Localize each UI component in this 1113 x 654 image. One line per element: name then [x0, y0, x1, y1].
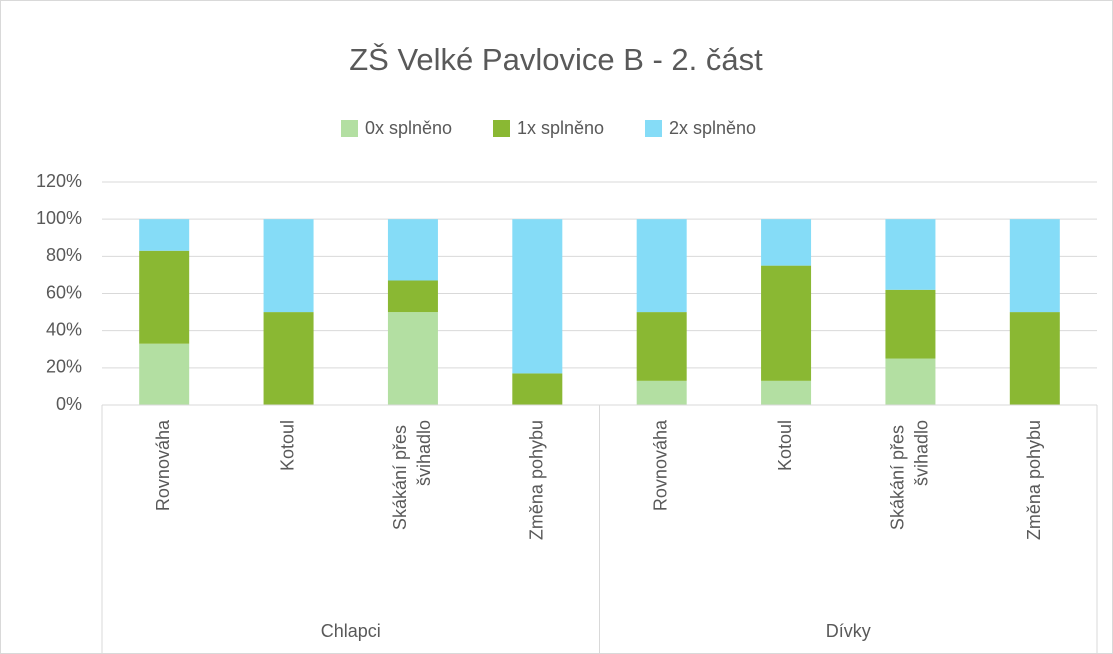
- x-tick-label: Rovnováha: [153, 419, 173, 511]
- x-tick-label: Kotoul: [775, 420, 795, 471]
- y-tick-label: 100%: [36, 208, 82, 228]
- bar-segment: [885, 358, 936, 405]
- x-tick-label: Kotoul: [277, 420, 297, 471]
- bar-segment: [387, 312, 438, 405]
- bar-segment: [761, 265, 812, 381]
- y-tick-label: 80%: [46, 245, 82, 265]
- bar-segment: [139, 219, 190, 251]
- bar-segment: [761, 380, 812, 405]
- bar-segment: [885, 219, 936, 290]
- bar-segment: [512, 373, 563, 405]
- y-tick-label: 0%: [56, 394, 82, 414]
- legend-label: 1x splněno: [517, 118, 604, 138]
- legend-swatch: [645, 120, 662, 137]
- x-tick-label: Změna pohybu: [1024, 420, 1044, 540]
- x-tick-label: Rovnováha: [650, 419, 670, 511]
- bar-segment: [263, 312, 314, 405]
- bar-segment: [636, 312, 687, 381]
- x-tick-label: Skákání přes švihadlo: [390, 420, 434, 530]
- y-tick-label: 120%: [36, 171, 82, 191]
- bar-segment: [761, 219, 812, 266]
- chart-title: ZŠ Velké Pavlovice B - 2. část: [349, 42, 763, 77]
- y-tick-label: 60%: [46, 282, 82, 302]
- bar-segment: [1009, 219, 1060, 313]
- bar-segment: [636, 219, 687, 313]
- bar-segment: [636, 380, 687, 405]
- bar-segment: [387, 219, 438, 281]
- bar-segment: [512, 219, 563, 374]
- bar-segment: [263, 219, 314, 313]
- x-tick-label: Změna pohybu: [526, 420, 546, 540]
- bar-segment: [139, 343, 190, 405]
- group-label: Dívky: [826, 621, 871, 641]
- bar-segment: [1009, 312, 1060, 405]
- bar-segment: [885, 289, 936, 359]
- legend-swatch: [341, 120, 358, 137]
- y-tick-label: 20%: [46, 357, 82, 377]
- bar-segment: [387, 280, 438, 313]
- y-tick-label: 40%: [46, 319, 82, 339]
- bar-segment: [139, 250, 190, 344]
- legend-label: 0x splněno: [365, 118, 452, 138]
- legend-label: 2x splněno: [669, 118, 756, 138]
- x-tick-label: Skákání přes švihadlo: [887, 420, 931, 530]
- group-label: Chlapci: [321, 621, 381, 641]
- legend-swatch: [493, 120, 510, 137]
